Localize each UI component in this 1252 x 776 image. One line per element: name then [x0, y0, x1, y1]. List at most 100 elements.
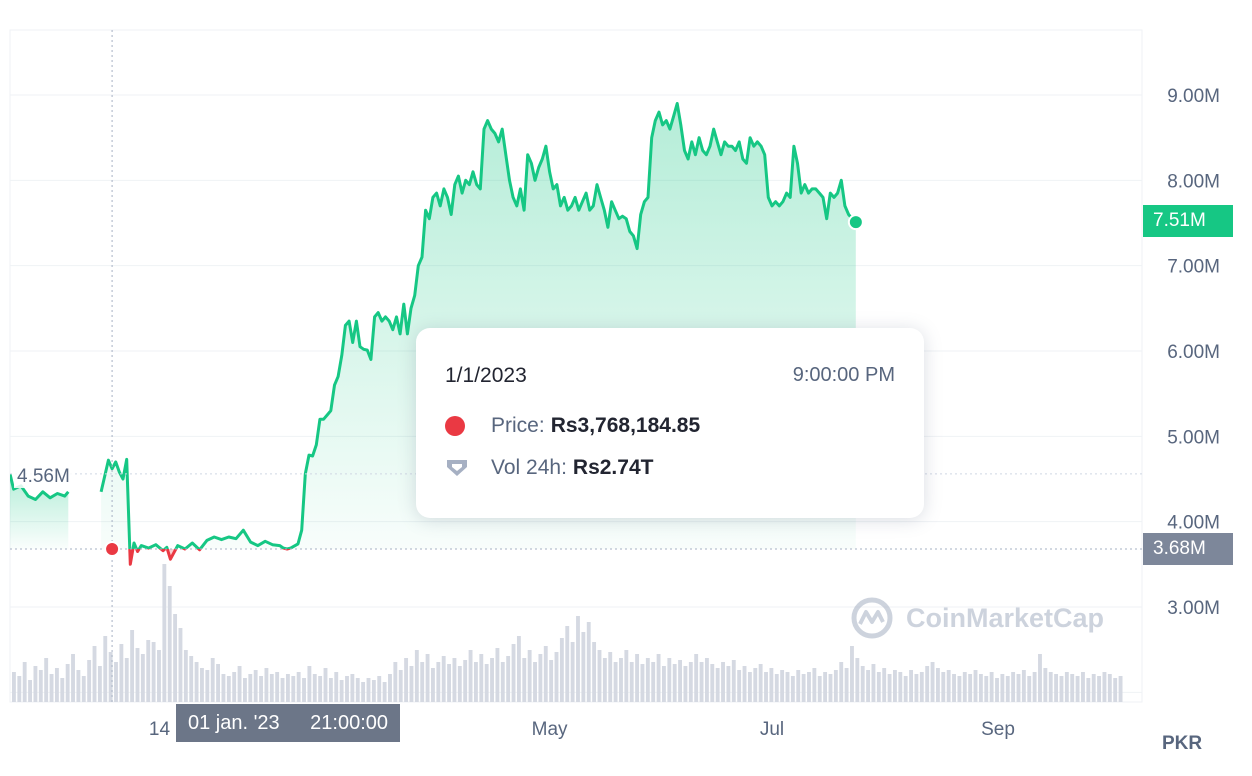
volume-bar	[925, 666, 930, 702]
volume-bar	[522, 658, 527, 702]
volume-bar	[146, 640, 151, 702]
volume-bar	[484, 664, 489, 702]
volume-bar	[1048, 672, 1053, 702]
volume-bar	[1059, 676, 1064, 702]
volume-bar	[796, 670, 801, 702]
volume-bar	[543, 646, 548, 702]
volume-bar	[1021, 670, 1026, 702]
volume-bar	[667, 658, 672, 702]
volume-bar	[1081, 672, 1085, 702]
volume-bar	[731, 660, 736, 702]
volume-bar	[414, 650, 419, 702]
volume-bar	[737, 670, 742, 702]
volume-bar	[473, 662, 478, 702]
x-tick-label: 14	[149, 719, 171, 740]
volume-bar	[500, 662, 505, 702]
plot-border	[9, 29, 1143, 703]
volume-bar	[28, 680, 32, 702]
volume-bar	[662, 666, 666, 702]
volume-bar	[1054, 674, 1059, 702]
volume-bar	[205, 670, 210, 702]
volume-bar	[769, 668, 774, 702]
volume-bar	[1000, 674, 1005, 702]
volume-bar	[291, 676, 296, 702]
volume-bar	[409, 666, 414, 702]
price-dot-icon	[445, 416, 465, 436]
volume-bar	[855, 658, 860, 702]
volume-bar	[774, 674, 779, 702]
volume-bar	[328, 678, 333, 702]
volume-bar	[1091, 674, 1096, 702]
volume-bar	[140, 654, 145, 702]
volume-bar	[1064, 672, 1069, 702]
current-price-badge: 7.51M	[1143, 205, 1233, 237]
y-axis: 3.00M 4.00M 5.00M 6.00M 7.00M 8.00M 9.00M	[1167, 86, 1220, 619]
volume-bar	[984, 676, 989, 702]
volume-bar	[12, 672, 16, 702]
volume-bar	[678, 660, 682, 702]
volume-bar	[285, 674, 290, 702]
tooltip-price-value: Rs3,768,184.85	[550, 414, 701, 437]
y-tick-label: 3.00M	[1167, 598, 1220, 619]
volume-bar	[361, 682, 366, 702]
volume-bar	[651, 662, 656, 702]
volume-bar	[17, 676, 22, 702]
volume-bar	[828, 674, 833, 702]
volume-bar	[699, 662, 704, 702]
volume-bar	[269, 674, 274, 702]
volume-bar	[253, 670, 258, 702]
volume-bar	[296, 672, 301, 702]
x-hover-label: 01 jan. '23 21:00:00	[176, 704, 400, 742]
grid	[9, 29, 1143, 703]
volume-bar	[962, 672, 967, 702]
volume-bar	[602, 658, 607, 702]
volume-bar	[823, 672, 828, 702]
volume-bar	[183, 650, 188, 702]
volume-bar	[565, 626, 570, 702]
volume-bar	[860, 666, 865, 702]
volume-bar	[619, 658, 623, 702]
volume-bar	[876, 672, 881, 702]
x-tick-label: Sep	[981, 719, 1015, 740]
volume-bar	[930, 662, 935, 702]
coinmarketcap-watermark: CoinMarketCap	[850, 596, 1104, 640]
y-tick-label: 9.00M	[1167, 86, 1220, 107]
volume-bar	[479, 654, 484, 702]
hover-point	[104, 540, 121, 557]
volume-bar	[393, 662, 398, 702]
volume-bars	[12, 564, 1123, 702]
volume-bar	[371, 680, 376, 702]
volume-bar	[1070, 674, 1075, 702]
volume-bar	[44, 658, 49, 702]
volume-bar	[968, 674, 973, 702]
volume-bar	[683, 666, 688, 702]
volume-bar	[694, 654, 699, 702]
volume-bar	[366, 678, 371, 702]
volume-bar	[1113, 678, 1118, 702]
y-tick-label: 8.00M	[1167, 171, 1220, 192]
tooltip-volume-label: Vol 24h:	[491, 456, 567, 479]
volume-bar	[570, 642, 575, 702]
volume-bar	[597, 650, 602, 702]
volume-bar	[533, 662, 537, 702]
volume-bar	[167, 586, 172, 702]
x-hover-time: 21:00:00	[310, 712, 388, 734]
volume-bar	[790, 676, 795, 702]
volume-bar	[200, 668, 204, 702]
volume-bar	[302, 678, 306, 702]
volume-bar	[420, 662, 425, 702]
volume-bar	[1043, 668, 1048, 702]
x-hover-date: 01 jan. '23	[188, 712, 280, 734]
volume-bar	[624, 650, 629, 702]
volume-bar	[909, 670, 913, 702]
volume-bar	[1107, 674, 1112, 702]
volume-bar	[613, 662, 618, 702]
volume-bar	[946, 670, 951, 702]
volume-bar	[65, 664, 70, 702]
volume-bar	[898, 672, 903, 702]
volume-bar	[221, 674, 226, 702]
volume-bar	[833, 670, 838, 702]
volume-bar	[323, 668, 328, 702]
volume-bar	[22, 662, 27, 702]
volume-bar	[162, 564, 167, 702]
